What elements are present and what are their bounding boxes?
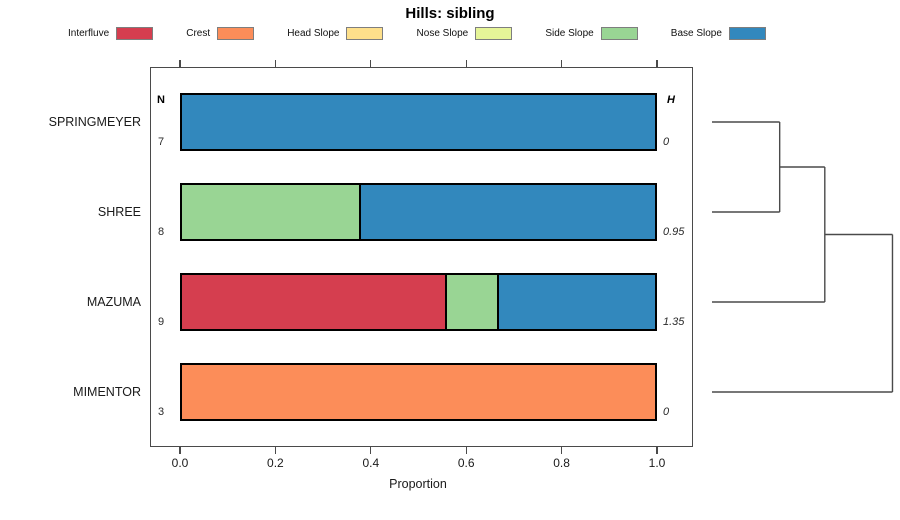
x-tick-bottom (560, 447, 563, 454)
x-tick-bottom (274, 447, 277, 454)
legend-item-side-slope: Side Slope (545, 26, 638, 40)
x-tick-label: 0.8 (553, 456, 570, 470)
bar-segment-base-slope (359, 185, 655, 239)
legend-label: Side Slope (545, 27, 594, 39)
x-tick-label: 0.4 (362, 456, 380, 470)
legend-swatch-base-slope (728, 26, 766, 40)
x-axis-title: Proportion (389, 477, 447, 491)
x-tick-bottom (370, 447, 372, 454)
legend-label: Crest (186, 27, 211, 39)
x-tick-bottom (656, 447, 658, 454)
category-label-mimentor: MIMENTOR (73, 385, 141, 399)
x-tick-top (465, 60, 467, 67)
bar-segment-crest (182, 365, 655, 419)
category-label-mazuma: MAZUMA (86, 295, 141, 309)
bar-segment-side-slope (182, 185, 360, 239)
n-value-shree: 8 (157, 226, 165, 238)
legend-label: Nose Slope (416, 27, 469, 39)
x-tick-top (274, 60, 277, 67)
bar-mazuma (180, 273, 657, 331)
bar-springmeyer (180, 93, 657, 151)
x-tick-bottom (179, 447, 181, 454)
h-value-mimentor: 0 (663, 406, 670, 418)
legend-label: Base Slope (670, 27, 722, 39)
legend-swatch-crest (217, 26, 255, 40)
category-label-springmeyer: SPRINGMEYER (48, 115, 141, 129)
bar-segment-side-slope (444, 275, 498, 329)
x-tick-top (179, 60, 181, 67)
bar-shree (180, 183, 657, 241)
x-tick-top (370, 60, 372, 67)
legend-swatch-interfluve (116, 26, 154, 40)
legend-swatch-head-slope (346, 26, 384, 40)
legend-item-nose-slope: Nose Slope (416, 26, 513, 40)
chart-title: Hills: sibling (405, 5, 495, 22)
bar-mimentor (180, 363, 657, 421)
h-column-header: H (667, 94, 675, 106)
n-column-header: N (157, 94, 165, 106)
h-value-springmeyer: 0 (663, 136, 670, 148)
legend-item-crest: Crest (186, 26, 255, 40)
x-tick-label: 0.6 (457, 456, 475, 470)
x-tick-top (560, 60, 563, 67)
n-value-mimentor: 3 (157, 406, 165, 418)
legend-label: Head Slope (287, 27, 340, 39)
h-value-shree: 0.95 (663, 226, 685, 238)
h-value-mazuma: 1.35 (663, 316, 685, 328)
bar-segment-base-slope (182, 95, 655, 149)
x-tick-label: 0.2 (267, 456, 284, 470)
legend-item-base-slope: Base Slope (670, 26, 766, 40)
bar-segment-base-slope (497, 275, 655, 329)
n-value-springmeyer: 7 (157, 136, 165, 148)
legend: Interfluve Crest Head Slope Nose Slope Side … (68, 25, 766, 41)
legend-swatch-nose-slope (475, 26, 513, 40)
n-value-mazuma: 9 (157, 316, 165, 328)
x-tick-label: 0.0 (171, 456, 189, 470)
category-label-shree: SHREE (97, 205, 141, 219)
x-tick-label: 1.0 (648, 456, 666, 470)
bar-segment-interfluve (182, 275, 445, 329)
legend-label: Interfluve (68, 27, 110, 39)
x-tick-top (656, 60, 658, 67)
legend-item-interfluve: Interfluve (68, 26, 154, 40)
legend-swatch-side-slope (600, 26, 638, 40)
legend-item-head-slope: Head Slope (287, 26, 384, 40)
x-tick-bottom (465, 447, 467, 454)
